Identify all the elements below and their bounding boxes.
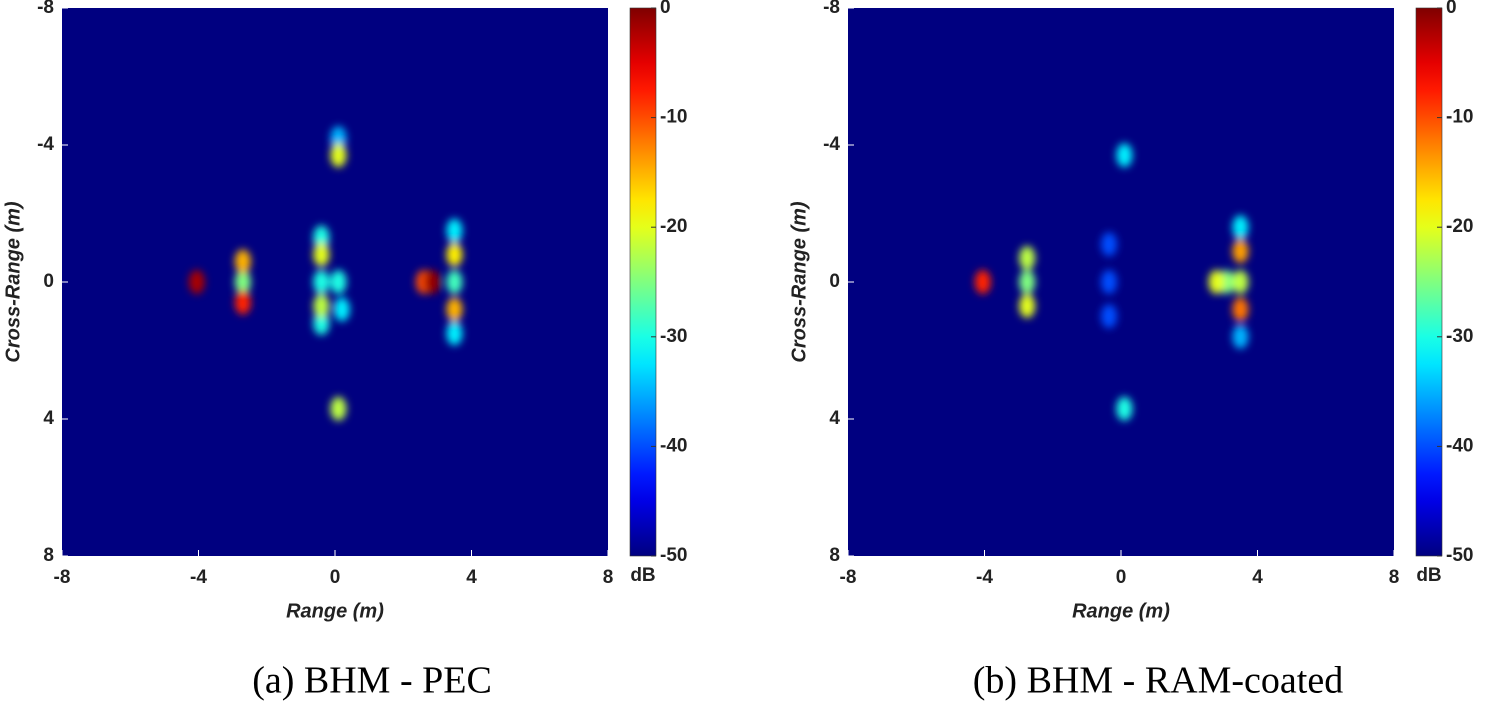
y-tick-label: 4 — [829, 408, 840, 429]
scatterer — [446, 270, 463, 294]
colorbar-tick-label: -20 — [1446, 216, 1473, 237]
y-axis-label: Cross-Range (m) — [2, 201, 24, 362]
x-tick-label: 8 — [603, 567, 614, 588]
scatterer — [234, 249, 251, 274]
scatterer — [1232, 270, 1249, 294]
colorbar-label: dB — [630, 565, 655, 586]
scatterer — [333, 297, 350, 322]
scatterer — [188, 270, 205, 294]
y-axis-label: Cross-Range (m) — [788, 201, 810, 362]
colorbar-tick-label: -20 — [660, 216, 687, 237]
colorbar-tick-label: -50 — [660, 545, 687, 566]
y-tick-label: -8 — [823, 0, 840, 18]
scatterer — [330, 270, 347, 294]
scatterer — [234, 290, 251, 315]
x-tick-label: -4 — [190, 567, 207, 588]
scatterer — [234, 270, 251, 294]
y-tick-label: -4 — [37, 134, 54, 155]
y-tick-label: 0 — [829, 271, 840, 292]
y-tick-label: 0 — [43, 271, 54, 292]
scatterer — [313, 225, 330, 250]
colorbar-tick-label: -30 — [1446, 326, 1473, 347]
x-tick-label: -4 — [976, 567, 993, 588]
y-tick-label: 8 — [829, 545, 840, 566]
scatterer — [446, 321, 463, 346]
colorbar-label: dB — [1416, 565, 1441, 586]
x-tick-label: 0 — [330, 567, 341, 588]
scatterer — [1232, 324, 1249, 349]
scatterer — [1019, 293, 1036, 318]
scatterer — [1019, 246, 1036, 271]
scatterer — [1208, 270, 1225, 294]
x-tick-label: -8 — [840, 567, 857, 588]
scatterer — [1232, 215, 1249, 240]
colorbar-tick-label: -30 — [660, 326, 687, 347]
scatterer — [330, 143, 347, 168]
scatterer — [446, 297, 463, 322]
colorbar-tick-label: -40 — [660, 435, 687, 456]
scatterer — [1101, 270, 1118, 294]
scatterer — [330, 126, 347, 151]
colorbar — [1415, 7, 1443, 557]
scatterer — [330, 396, 347, 421]
caption: (b) BHM - RAM-coated — [973, 660, 1343, 702]
x-tick-label: 8 — [1389, 567, 1400, 588]
image — [974, 143, 1249, 421]
scatterer — [1116, 143, 1133, 168]
scatterer — [446, 242, 463, 267]
x-tick-label: 0 — [1116, 567, 1127, 588]
scatterer — [313, 311, 330, 336]
scatterer — [446, 218, 463, 243]
y-tick-label: 4 — [43, 408, 54, 429]
scatterer — [313, 293, 330, 318]
x-tick-label: 4 — [466, 567, 477, 588]
plot-background — [848, 8, 1394, 556]
scatterer — [1019, 270, 1036, 294]
colorbar-tick-label: -50 — [1446, 545, 1473, 566]
colorbar-tick-label: 0 — [660, 0, 671, 18]
x-tick-label: 4 — [1252, 567, 1263, 588]
scatterer — [313, 270, 330, 294]
y-tick-label: -8 — [37, 0, 54, 18]
scatterer — [1101, 304, 1118, 329]
y-tick-label: 8 — [43, 545, 54, 566]
scatterer — [1101, 232, 1118, 257]
scatterer — [313, 242, 330, 267]
x-axis-label: Range (m) — [286, 600, 384, 622]
colorbar-tick-label: 0 — [1446, 0, 1457, 18]
x-tick-label: -8 — [54, 567, 71, 588]
scatterer — [1232, 239, 1249, 264]
image — [188, 126, 463, 421]
x-axis-label: Range (m) — [1072, 600, 1170, 622]
scatterer — [1232, 297, 1249, 322]
scatterer — [424, 270, 441, 294]
colorbar-tick-label: -40 — [1446, 435, 1473, 456]
colorbar-tick-label: -10 — [660, 107, 687, 128]
colorbar-tick-label: -10 — [1446, 107, 1473, 128]
colorbar — [629, 7, 657, 557]
scatterer — [1116, 396, 1133, 421]
scatterer — [974, 270, 991, 294]
y-tick-label: -4 — [823, 134, 840, 155]
caption: (a) BHM - PEC — [252, 660, 492, 702]
